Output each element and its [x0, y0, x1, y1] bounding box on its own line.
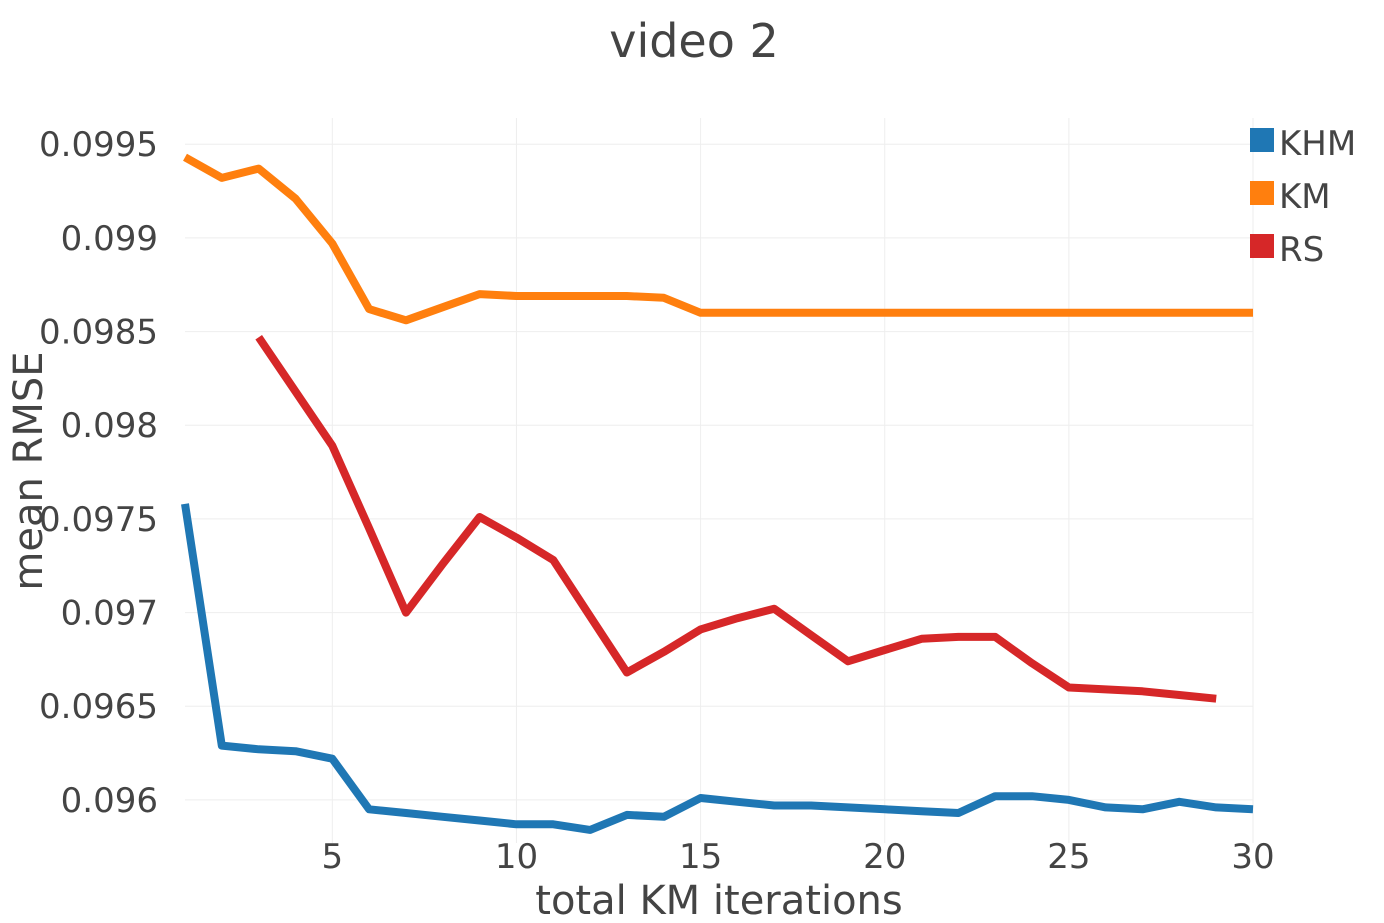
legend-label: RS — [1279, 230, 1324, 270]
y-tick-label: 0.096 — [61, 781, 158, 821]
y-tick-label: 0.0995 — [39, 125, 158, 165]
legend[interactable]: KHM KM RS — [1250, 124, 1356, 270]
legend-swatch — [1250, 181, 1274, 205]
y-axis-ticks: 0.096 0.0965 0.097 0.0975 0.098 0.0985 0.099 0.… — [39, 125, 158, 821]
y-tick-label: 0.097 — [61, 594, 158, 634]
legend-item-km[interactable]: KM — [1250, 177, 1331, 217]
y-axis-title: mean RMSE — [6, 351, 52, 590]
legend-swatch — [1250, 234, 1274, 258]
legend-item-rs[interactable]: RS — [1250, 230, 1324, 270]
x-tick-label: 5 — [321, 837, 343, 877]
y-tick-label: 0.0985 — [39, 313, 158, 353]
x-tick-label: 15 — [679, 837, 722, 877]
series-line-khm — [181, 503, 1254, 834]
legend-label: KM — [1279, 177, 1331, 217]
x-tick-label: 25 — [1047, 837, 1090, 877]
series-line-rs — [255, 334, 1217, 703]
y-tick-label: 0.098 — [61, 406, 158, 446]
x-tick-label: 20 — [863, 837, 906, 877]
legend-swatch — [1250, 128, 1274, 152]
x-tick-label: 10 — [495, 837, 538, 877]
plot-area — [181, 153, 1254, 834]
legend-item-khm[interactable]: KHM — [1250, 124, 1356, 164]
y-tick-label: 0.099 — [61, 219, 158, 259]
y-tick-label: 0.0965 — [39, 687, 158, 727]
series-line-km — [183, 153, 1253, 325]
x-tick-label: 30 — [1231, 837, 1274, 877]
y-tick-label: 0.0975 — [39, 500, 158, 540]
legend-label: KHM — [1279, 124, 1356, 164]
chart-title: video 2 — [609, 14, 779, 68]
x-axis-ticks: 5 10 15 20 25 30 — [321, 837, 1274, 877]
x-axis-title: total KM iterations — [535, 878, 902, 923]
